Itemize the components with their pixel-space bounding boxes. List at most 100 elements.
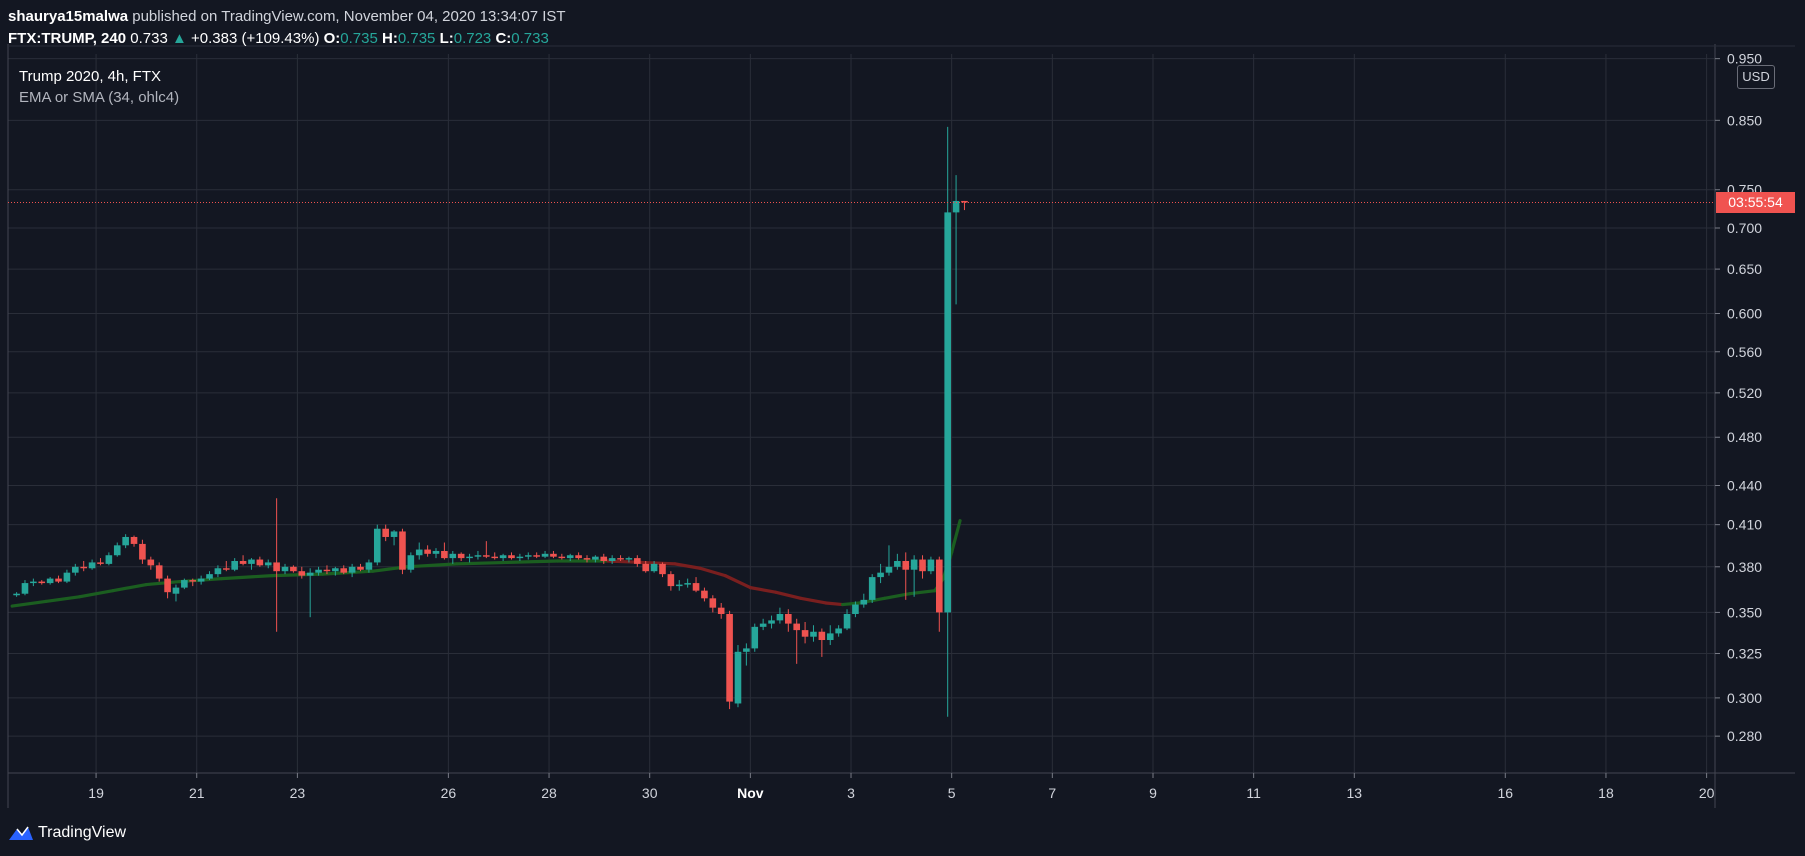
candle — [155, 562, 163, 582]
candle — [21, 580, 29, 596]
candle-body — [248, 559, 255, 564]
candle-body — [432, 550, 440, 554]
candle-body — [80, 566, 87, 569]
ma-segment — [799, 596, 828, 605]
candle-body — [147, 559, 155, 566]
candle — [583, 555, 591, 563]
candle-body — [474, 555, 482, 557]
candle — [474, 550, 482, 560]
ma-segment — [270, 572, 325, 578]
candle-body — [935, 559, 943, 613]
y-tick-label: 0.850 — [1727, 112, 1762, 128]
candle-body — [415, 549, 423, 556]
candle-body — [868, 577, 876, 600]
candle — [575, 552, 582, 560]
close-label: C: — [495, 30, 512, 47]
candle — [88, 559, 96, 570]
candle-body — [944, 212, 951, 613]
tradingview-logo-icon — [9, 826, 33, 840]
candle — [147, 556, 155, 570]
candle-body — [818, 631, 826, 641]
ma-segment — [748, 586, 778, 594]
candle-body — [281, 566, 289, 572]
candlestick-series — [13, 126, 968, 717]
candle-body — [21, 583, 29, 594]
candle-body — [634, 558, 641, 564]
candle-body — [365, 562, 373, 570]
candle — [835, 625, 842, 637]
candle-body — [97, 562, 104, 564]
candle — [860, 593, 868, 608]
candle — [734, 645, 742, 708]
candle-body — [323, 569, 331, 572]
candle — [264, 559, 272, 569]
candle-body — [63, 572, 71, 582]
candle-body — [701, 590, 708, 599]
candle — [634, 555, 641, 567]
chart-legend[interactable]: Trump 2020, 4h, FTX EMA or SMA (34, ohlc… — [19, 66, 179, 108]
candle — [759, 618, 767, 631]
candle-body — [541, 553, 549, 557]
candle — [566, 553, 574, 561]
candle-body — [885, 566, 893, 573]
legend-indicator[interactable]: EMA or SMA (34, ohlc4) — [19, 89, 180, 106]
candle — [390, 530, 398, 546]
candle — [701, 587, 708, 602]
symbol-name[interactable]: FTX:TRUMP, 240 — [8, 30, 127, 47]
y-tick-label: 0.520 — [1727, 385, 1762, 401]
candle — [684, 578, 691, 588]
candle-body — [566, 555, 574, 559]
price-axis[interactable]: 0.9500.8500.7500.7000.6500.6000.5600.520… — [1715, 51, 1762, 745]
candle-body — [793, 623, 800, 631]
candle — [30, 578, 37, 587]
candle — [424, 545, 431, 557]
candle — [139, 539, 146, 564]
candle-body — [902, 560, 910, 570]
candle-body — [441, 550, 448, 559]
x-tick-label: 20 — [1699, 785, 1715, 801]
candle — [743, 643, 750, 666]
candle-body — [38, 581, 46, 584]
candle — [483, 541, 490, 559]
candle — [902, 552, 910, 600]
candle — [810, 625, 817, 642]
candle — [600, 553, 608, 564]
chart-header: shaurya15malwa published on TradingView.… — [8, 6, 566, 50]
candle — [415, 542, 423, 560]
candle — [80, 560, 87, 572]
candle — [248, 558, 255, 570]
candle-body — [172, 587, 180, 594]
candle-body — [113, 545, 121, 556]
candle — [818, 628, 826, 657]
candle-body — [181, 580, 188, 588]
candle — [315, 566, 322, 576]
candle — [222, 560, 230, 572]
candle-body — [197, 578, 205, 582]
candle-body — [617, 558, 624, 560]
currency-badge[interactable]: USD — [1737, 65, 1775, 89]
candle-body — [592, 556, 599, 560]
candle — [801, 621, 809, 644]
candle — [868, 574, 876, 603]
y-tick-label: 0.410 — [1727, 517, 1762, 533]
candle — [935, 556, 943, 632]
footer-brand[interactable]: TradingView — [8, 821, 126, 845]
candle-body — [390, 531, 398, 537]
y-tick-label: 0.350 — [1727, 604, 1762, 620]
candle — [717, 602, 725, 619]
publisher-name[interactable]: shaurya15malwa — [8, 8, 129, 25]
candle — [667, 571, 675, 591]
candle-body — [499, 555, 507, 559]
candle — [365, 559, 373, 573]
bar-countdown-label: 03:55:54 — [1716, 192, 1795, 214]
close-value: 0.733 — [511, 30, 549, 47]
candle-body — [239, 560, 247, 564]
candle-body — [357, 566, 364, 570]
open-label: O: — [323, 30, 341, 47]
time-axis[interactable]: 19 21 23 26 28 30 Nov 3 5 7 9 11 13 16 18 20 — [88, 773, 1715, 801]
candle — [105, 552, 113, 566]
candle-body — [675, 584, 683, 587]
ma-segment — [77, 589, 115, 599]
candle-body — [13, 593, 20, 596]
